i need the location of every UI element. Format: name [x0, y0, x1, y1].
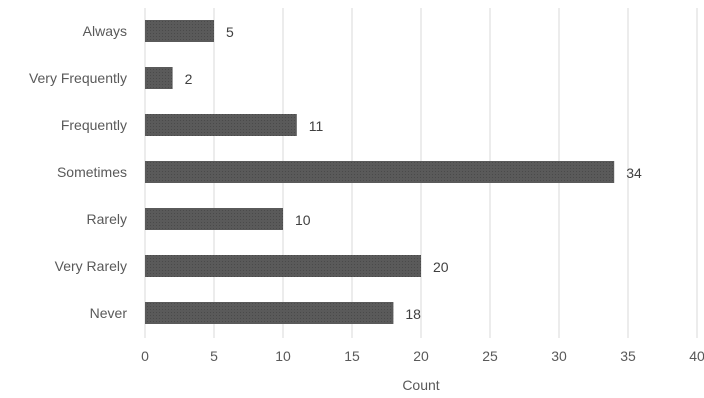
x-tick-label: 0: [141, 348, 149, 364]
data-label: 10: [295, 212, 311, 228]
category-label: Sometimes: [57, 164, 127, 180]
x-tick-label: 25: [482, 348, 498, 364]
bar-never: [145, 302, 394, 324]
labels: 0 5 10 15 20 25 30 35 40 Always 5 Very Frequently 2 F…: [29, 23, 704, 364]
x-tick-label: 35: [620, 348, 636, 364]
category-label: Very Frequently: [29, 70, 127, 86]
x-tick-label: 5: [210, 348, 218, 364]
data-label: 11: [309, 118, 324, 134]
x-tick-label: 30: [551, 348, 567, 364]
data-label: 34: [626, 165, 642, 181]
x-tick-label: 20: [413, 348, 429, 364]
bar-sometimes: [145, 161, 615, 183]
bars: [145, 20, 615, 324]
x-tick-label: 10: [275, 348, 291, 364]
bar-very-rarely: [145, 255, 421, 277]
data-label: 18: [405, 306, 421, 322]
bar-rarely: [145, 208, 283, 230]
category-label: Very Rarely: [55, 258, 127, 274]
x-axis-title: Count: [402, 377, 439, 393]
category-label: Rarely: [87, 211, 127, 227]
x-tick-label: 15: [344, 348, 360, 364]
category-label: Never: [90, 305, 128, 321]
data-label: 5: [226, 24, 234, 40]
bar-very-frequently: [145, 67, 173, 89]
category-label: Always: [83, 23, 127, 39]
data-label: 20: [433, 259, 449, 275]
x-tick-label: 40: [689, 348, 704, 364]
category-label: Frequently: [61, 117, 127, 133]
data-label: 2: [185, 71, 193, 87]
bar-frequently: [145, 114, 297, 136]
bar-always: [145, 20, 214, 42]
